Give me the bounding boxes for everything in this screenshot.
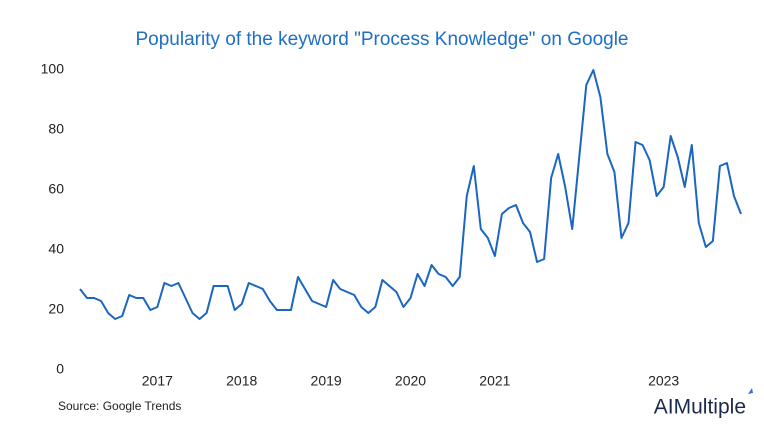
chart-title: Popularity of the keyword "Process Knowl… xyxy=(136,29,629,50)
brand: AIMultiple xyxy=(654,396,746,419)
x-tick-label: 2017 xyxy=(142,373,173,389)
x-tick-label: 2019 xyxy=(311,373,342,389)
brand-mark xyxy=(748,388,753,394)
line-series xyxy=(79,69,742,320)
x-tick-label: 2018 xyxy=(226,373,257,389)
source: Source: Google Trends xyxy=(58,399,181,413)
y-tick-label: 80 xyxy=(48,121,64,137)
y-tick-label: 40 xyxy=(48,241,64,257)
x-tick-label: 2021 xyxy=(479,373,510,389)
y-tick-label: 100 xyxy=(41,61,65,77)
x-tick-label: 2020 xyxy=(395,373,426,389)
y-tick-label: 20 xyxy=(48,301,64,317)
x-tick-label: 2023 xyxy=(648,373,679,389)
y-tick-label: 0 xyxy=(56,361,64,377)
y-tick-label: 60 xyxy=(48,181,64,197)
